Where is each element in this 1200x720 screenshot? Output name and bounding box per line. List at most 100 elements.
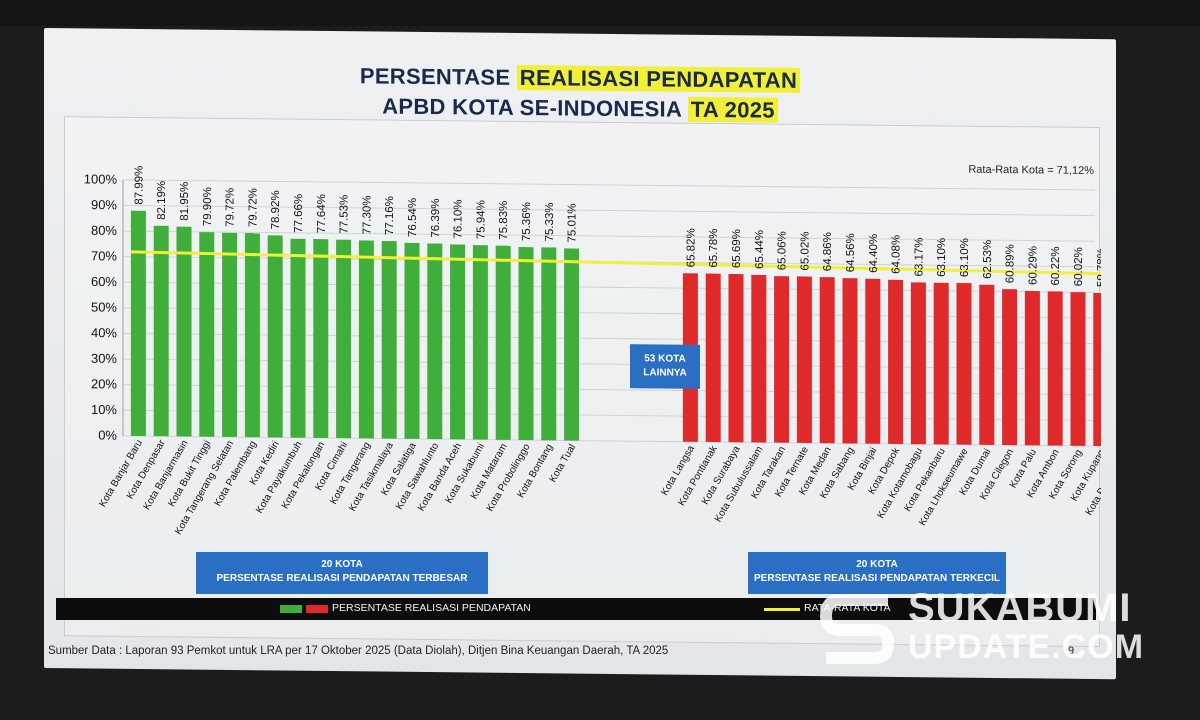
data-label: 65.06% xyxy=(777,231,789,270)
data-label: 77.30% xyxy=(361,195,373,234)
bar xyxy=(244,233,260,438)
watermark-line-2: UPDATE.COM xyxy=(908,628,1145,666)
data-label: 64.56% xyxy=(845,233,857,272)
data-label: 60.29% xyxy=(1027,246,1039,285)
bar xyxy=(381,241,397,439)
data-label: 76.39% xyxy=(430,198,442,237)
bar xyxy=(888,279,904,444)
gridline xyxy=(123,358,1095,370)
y-tick-label: 40% xyxy=(91,325,117,340)
other-cities-line-1: 53 KOTA xyxy=(644,353,686,365)
gridline xyxy=(123,384,1095,396)
data-label: 65.69% xyxy=(731,229,743,268)
data-label: 60.89% xyxy=(1005,244,1017,283)
title-highlight: REALISASI PENDAPATAN xyxy=(516,64,801,93)
gridline xyxy=(123,230,1095,242)
bar xyxy=(819,277,835,444)
top-group-line-2: PERSENTASE REALISASI PENDAPATAN TERBESAR xyxy=(216,573,468,584)
bar xyxy=(427,243,443,440)
bar xyxy=(495,245,511,440)
legend-green-swatch xyxy=(280,605,302,613)
data-label: 77.64% xyxy=(316,194,328,233)
data-label: 64.86% xyxy=(822,232,834,271)
gridline xyxy=(123,204,1095,217)
chart-panel: 0% 10% 20% 30% 40% 50% 60% 70% 80% 90% 100% 87.99%… xyxy=(64,116,1101,648)
data-label: 64.40% xyxy=(868,234,880,273)
bar xyxy=(290,238,306,438)
y-tick-label: 100% xyxy=(84,171,118,186)
data-label: 79.90% xyxy=(202,187,214,226)
data-label: 65.02% xyxy=(799,231,811,270)
data-label: 77.53% xyxy=(339,195,351,234)
bar xyxy=(865,278,881,444)
data-label: 75.94% xyxy=(475,200,487,239)
gridline xyxy=(123,435,1095,447)
presentation-slide: PERSENTASE REALISASI PENDAPATAN APBD KOT… xyxy=(44,28,1116,680)
bar xyxy=(336,239,352,439)
bar xyxy=(956,283,972,445)
data-label: 62.53% xyxy=(982,240,994,279)
bar xyxy=(153,225,169,437)
bar xyxy=(1070,292,1086,446)
watermark-s-icon xyxy=(819,594,895,664)
bar xyxy=(404,242,420,439)
data-label: 65.44% xyxy=(754,230,766,269)
data-label: 75.33% xyxy=(544,202,556,241)
bottom-group-label: 20 KOTA PERSENTASE REALISASI PENDAPATAN … xyxy=(748,552,1006,594)
y-tick-label: 70% xyxy=(91,248,117,263)
data-label: 77.16% xyxy=(384,196,396,235)
data-label: 63.17% xyxy=(913,237,925,276)
data-label: 65.78% xyxy=(708,229,720,268)
legend-average-line xyxy=(764,608,800,611)
data-label: 76.54% xyxy=(407,198,419,237)
top-group-label: 20 KOTA PERSENTASE REALISASI PENDAPATAN … xyxy=(196,552,488,594)
bar xyxy=(728,274,744,443)
top-group-line-1: 20 KOTA xyxy=(321,559,363,570)
gridline xyxy=(123,179,1095,191)
bar xyxy=(222,232,238,438)
title-highlight: TA 2025 xyxy=(687,96,778,123)
bar xyxy=(705,273,721,443)
bar xyxy=(751,274,767,443)
data-label: 75.83% xyxy=(498,201,510,240)
data-label: 81.95% xyxy=(179,182,191,221)
y-tick-label: 50% xyxy=(91,299,117,314)
bar xyxy=(176,226,192,437)
bar xyxy=(1002,289,1018,446)
bar xyxy=(1093,292,1101,447)
data-label: 82.19% xyxy=(156,181,168,220)
bar xyxy=(358,240,374,439)
y-tick-label: 30% xyxy=(91,351,117,366)
gridline xyxy=(123,409,1095,421)
data-label: 78.92% xyxy=(270,190,282,229)
title-part: PERSENTASE xyxy=(359,63,511,90)
bottom-group-line-1: 20 KOTA xyxy=(856,559,898,570)
monitor-bezel xyxy=(0,0,1200,26)
y-tick-label: 90% xyxy=(91,197,117,212)
average-note: Rata-Rata Kota = 71,12% xyxy=(968,163,1094,177)
bar xyxy=(541,247,557,441)
bar-chart: 0% 10% 20% 30% 40% 50% 60% 70% 80% 90% 100% 87.99%… xyxy=(84,166,1101,537)
bar xyxy=(199,232,215,437)
data-label: 75.01% xyxy=(567,203,579,242)
legend-bars-label: PERSENTASE REALISASI PENDAPATAN xyxy=(332,602,531,614)
data-label: 63.10% xyxy=(959,238,971,277)
data-label: 60.02% xyxy=(1073,247,1085,286)
bar xyxy=(1024,290,1040,446)
other-cities-line-2: LAINNYA xyxy=(643,367,687,379)
bar xyxy=(933,282,949,445)
data-label: 75.36% xyxy=(521,202,533,241)
y-tick-label: 10% xyxy=(91,402,117,417)
data-label: 79.72% xyxy=(225,188,237,227)
bar xyxy=(979,284,995,445)
legend-red-swatch xyxy=(306,605,328,613)
watermark-logo: SUKABUMI UPDATE.COM xyxy=(818,584,1148,670)
bar xyxy=(313,239,329,438)
bar xyxy=(774,276,790,443)
bar xyxy=(130,210,146,437)
data-label: 64.08% xyxy=(891,235,903,274)
gridline xyxy=(123,281,1095,293)
data-label: 60.22% xyxy=(1050,246,1062,285)
gridline xyxy=(123,307,1095,319)
data-label: 59.78% xyxy=(1096,248,1101,287)
